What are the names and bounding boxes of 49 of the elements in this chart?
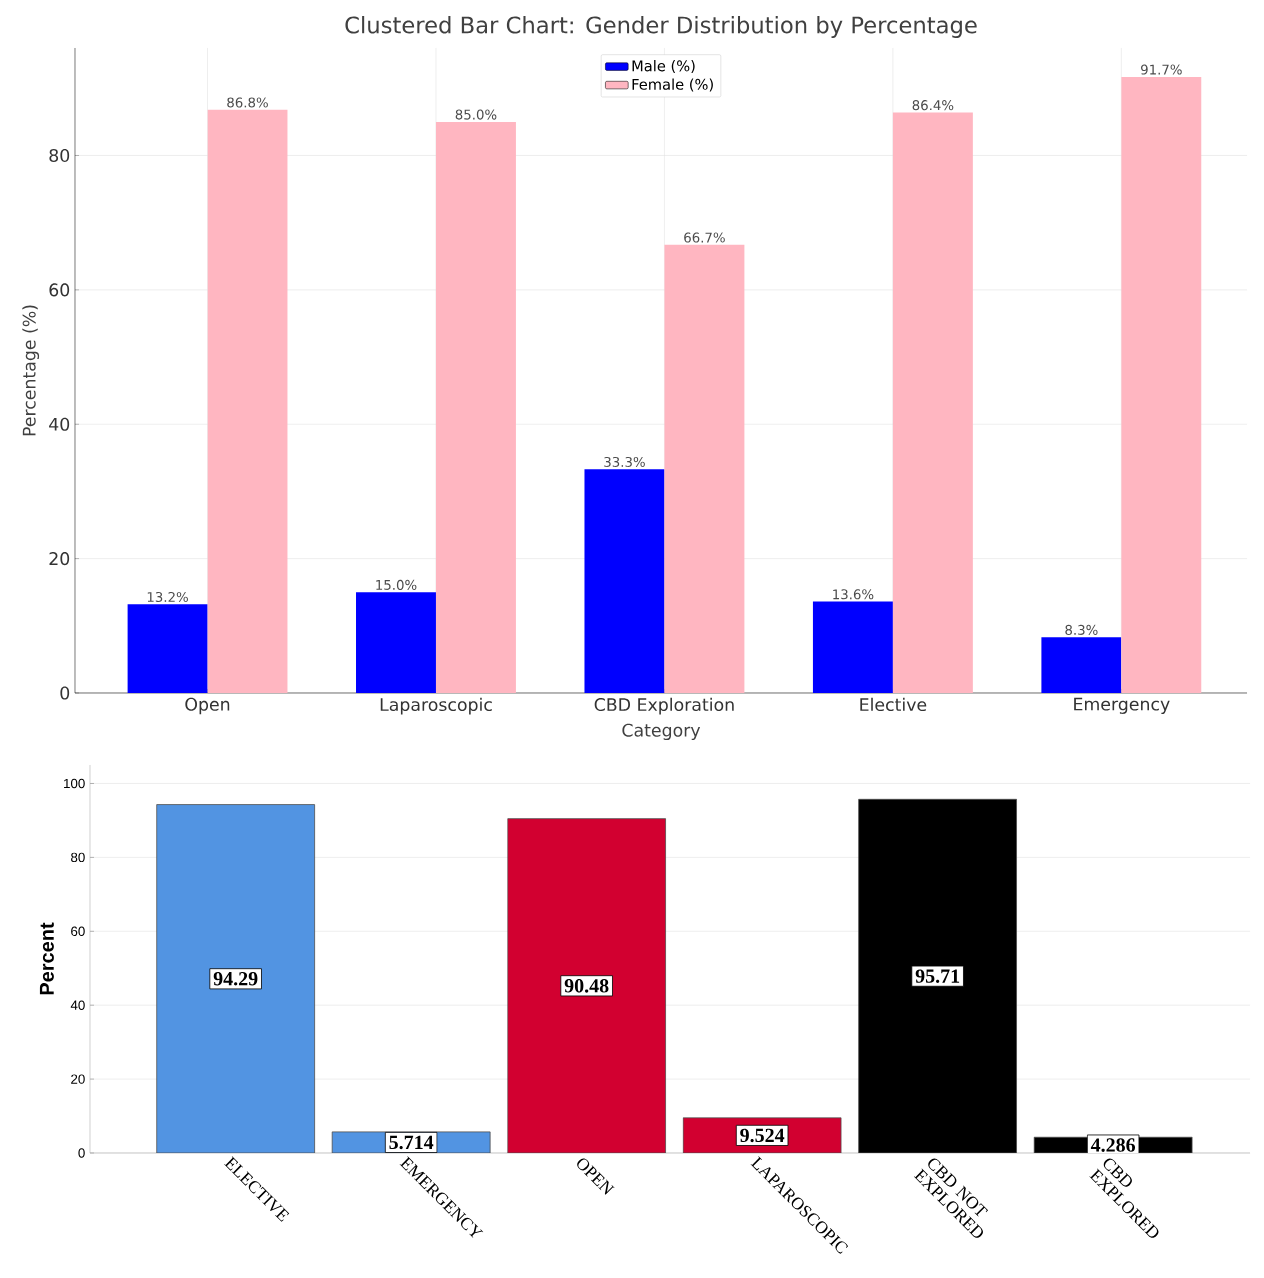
x-tick-label: Laparoscopic (380, 697, 492, 715)
x-axis-title: Category (622, 723, 701, 741)
y-tick-label: 40 (70, 1000, 85, 1010)
bar (356, 592, 436, 693)
data-label: 8.3% (1065, 624, 1098, 635)
data-label: 13.2% (147, 591, 188, 603)
bar (1041, 637, 1122, 693)
data-label: 95.71 (915, 969, 960, 983)
data-label: 86.4% (912, 100, 954, 111)
x-tick-label: Elective (860, 697, 927, 712)
data-label: 94.29 (213, 972, 258, 986)
bar (507, 818, 667, 1153)
data-label: 90.48 (564, 979, 609, 993)
data-label: 13.6% (833, 589, 874, 600)
legend-label: Male (%) (632, 60, 695, 74)
bar (207, 109, 288, 693)
data-label: 85.0% (455, 109, 497, 120)
y-axis-title: Percentage (%) (22, 305, 40, 436)
y-tick-label: 20 (49, 552, 70, 566)
y-tick-label: 0 (60, 686, 70, 700)
bar (435, 121, 516, 693)
x-tick-label: Emergency (1074, 697, 1170, 714)
x-tick-label: Open (185, 697, 230, 715)
y-tick-label: 60 (49, 283, 70, 297)
bar (664, 244, 745, 693)
y-axis-title: Percent (39, 922, 54, 995)
y-tick-label: 40 (49, 417, 70, 431)
bar (127, 604, 208, 693)
legend-label: Female (%) (632, 78, 713, 92)
bar (812, 601, 893, 693)
bar (584, 469, 665, 693)
data-label: 91.7% (1141, 64, 1182, 75)
x-tick-label: CBD Exploration (594, 697, 734, 715)
bar (892, 112, 973, 693)
y-tick-label: 20 (71, 1074, 85, 1084)
bar (1121, 76, 1202, 693)
data-label: 66.7% (684, 232, 725, 243)
y-tick-label: 80 (49, 148, 70, 163)
data-label: 33.3% (604, 456, 645, 467)
data-label: 86.8% (227, 97, 268, 108)
y-tick-label: 100 (64, 778, 85, 789)
data-label: 5.714 (389, 1135, 434, 1150)
data-label: 15.0% (376, 579, 417, 590)
y-tick-label: 0 (78, 1148, 85, 1158)
y-tick-label: 80 (71, 852, 85, 863)
data-label: 4.286 (1090, 1138, 1136, 1152)
chart-title: Clustered Bar Chart: Gender Distribution by Percentage (345, 16, 977, 38)
data-label: 9.524 (740, 1128, 785, 1143)
y-tick-label: 60 (71, 926, 85, 936)
